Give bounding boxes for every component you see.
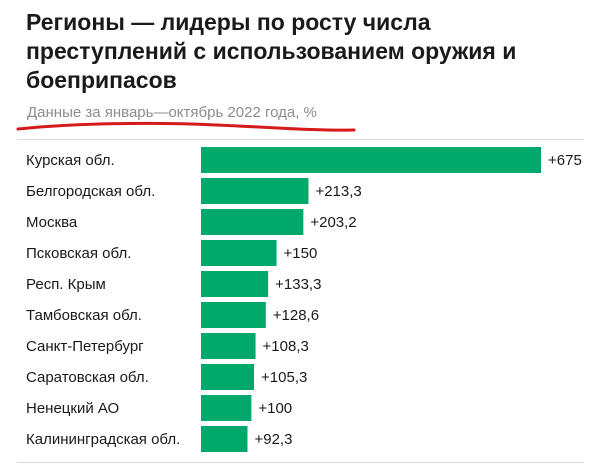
bar [201,302,266,328]
category-label: Курская обл. [26,152,115,169]
bar [201,426,248,452]
value-label: +203,2 [310,214,356,231]
value-label: +105,3 [261,369,307,386]
category-label: Москва [26,214,78,231]
bar [201,209,304,235]
category-label: Калининградская обл. [26,431,180,448]
bar-chart: Курская обл. +675 Белгородская обл. +213,3 М… [26,147,582,452]
bar [201,178,309,204]
value-label: +128,6 [273,307,319,324]
value-label: +100 [258,400,292,417]
value-label: +108,3 [263,338,309,355]
chart-title: Регионы — лидеры по росту числа преступл… [26,9,517,93]
value-label: +150 [284,245,318,262]
bar [201,240,277,266]
value-label: +92,3 [254,431,292,448]
category-label: Санкт-Петербург [26,338,144,355]
category-label: Саратовская обл. [26,369,149,386]
bottom-divider [17,462,584,463]
chart-subtitle: Данные за январь—октябрь 2022 года, % [27,104,317,121]
category-label: Псковская обл. [26,245,131,262]
red-underline-mark [16,121,356,132]
category-label: Тамбовская обл. [26,307,142,324]
category-label: Ненецкий АО [26,400,119,417]
category-label: Белгородская обл. [26,183,155,200]
bar [201,395,252,421]
bar [201,271,269,297]
top-divider [17,139,584,140]
bar [201,147,541,173]
bar [201,364,255,390]
category-label: Респ. Крым [26,276,106,293]
value-label: +213,3 [315,183,361,200]
bar [201,333,256,359]
value-label: +675 [548,152,582,169]
value-label: +133,3 [275,276,321,293]
